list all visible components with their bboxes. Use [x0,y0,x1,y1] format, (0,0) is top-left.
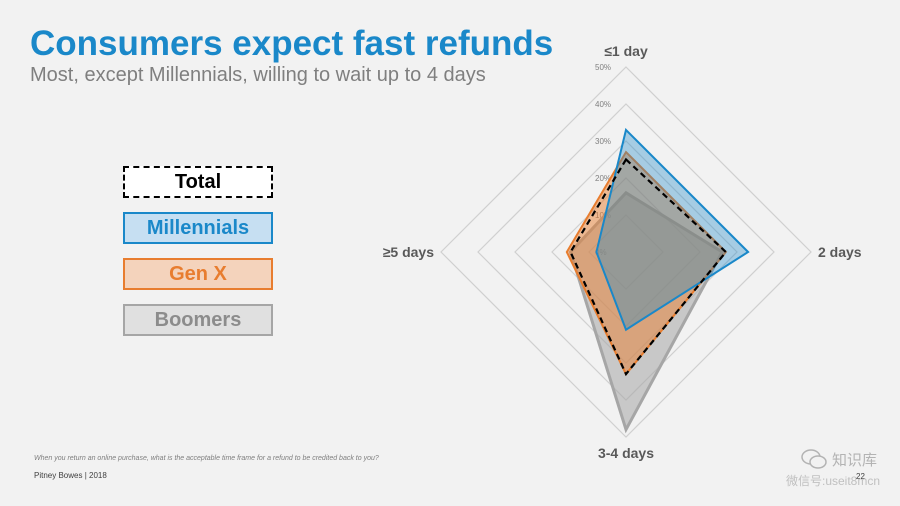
legend-millennials: Millennials [123,212,273,244]
tick-label: 40% [595,100,611,109]
tick-label: 50% [595,63,611,72]
slide-title: Consumers expect fast refunds [30,24,554,63]
axis-label: 2 days [818,244,862,260]
axis-label: ≥5 days [383,244,434,260]
survey-footnote: When you return an online purchase, what… [34,455,379,462]
legend-boomers: Boomers [123,304,273,336]
series-total [569,157,728,377]
series-millennials [595,127,750,332]
tick-label: 30% [595,137,611,146]
watermark-subtext: 微信号:useit8mcn [786,474,881,488]
source-label: Pitney Bowes | 2018 [34,471,107,480]
grid-ring [440,66,812,438]
wechat-icon [801,449,827,469]
watermark-text: 知识库 [832,451,878,469]
axis-label: ≤1 day [604,43,648,59]
axis-label: 3-4 days [598,445,654,461]
legend-genx: Gen X [123,258,273,290]
tick-label: 20% [595,174,611,183]
legend-total: Total [123,166,273,198]
slide-subtitle: Most, except Millennials, willing to wai… [30,64,486,86]
watermark: 知识库 [800,448,877,470]
page-number: 22 [856,472,865,481]
